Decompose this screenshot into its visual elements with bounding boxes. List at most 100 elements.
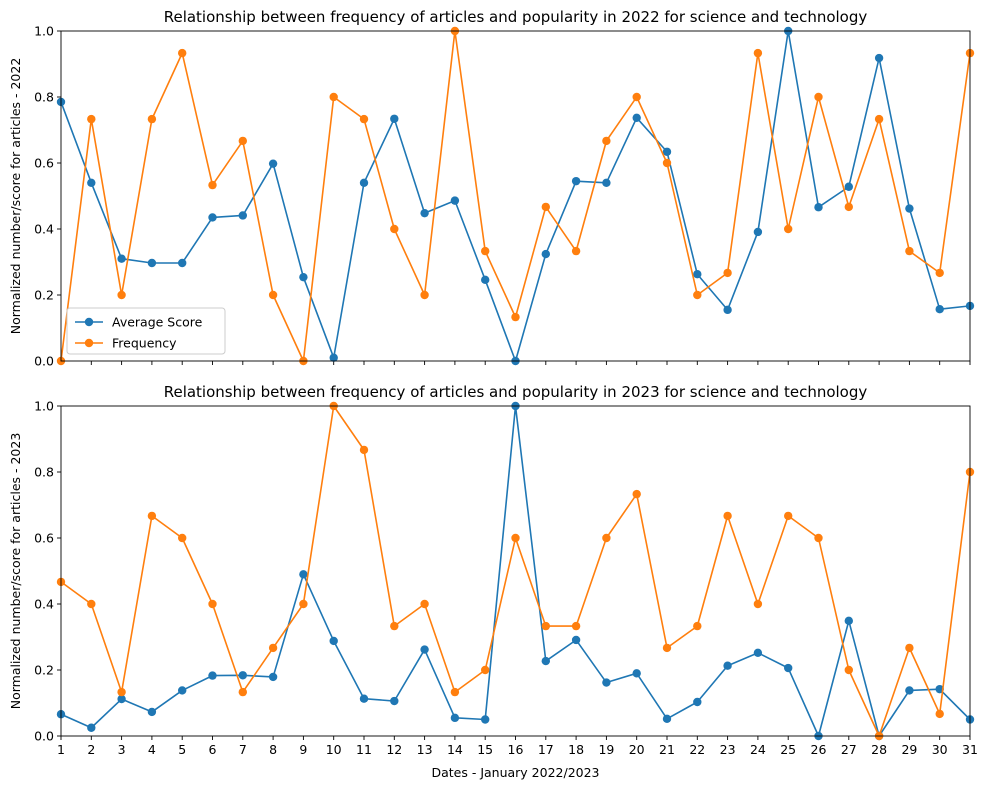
data-point (935, 709, 944, 719)
y-tick-label: 0.4 (34, 222, 54, 237)
data-point (481, 665, 490, 675)
data-point (935, 268, 944, 278)
data-point (238, 211, 247, 220)
x-tick-label: 28 (871, 742, 887, 757)
x-tick-label: 9 (299, 742, 307, 757)
data-point (753, 648, 763, 658)
data-point (693, 621, 702, 631)
data-point (541, 621, 550, 631)
data-point (268, 159, 278, 168)
data-point (147, 707, 157, 717)
x-tick-label: 7 (239, 742, 247, 757)
y-tick-label: 1.0 (34, 24, 54, 39)
x-tick-label: 1 (57, 742, 65, 757)
legend-marker (84, 338, 94, 348)
x-tick-label: 31 (962, 742, 978, 757)
data-point (905, 643, 914, 653)
y-axis-label: Normalized number/score for articles - 2… (8, 58, 23, 335)
data-point (632, 113, 641, 122)
y-axis-label: Normalized number/score for articles - 2… (8, 433, 23, 710)
data-point (662, 147, 672, 156)
data-point (359, 114, 369, 124)
data-point (844, 665, 853, 675)
x-tick-label: 27 (841, 742, 857, 757)
data-point (117, 290, 126, 300)
data-point (481, 246, 490, 256)
data-point (481, 275, 490, 285)
data-point (541, 656, 550, 666)
series-line (60, 405, 971, 737)
x-tick-label: 29 (901, 742, 917, 757)
data-point (753, 48, 763, 58)
data-point (935, 304, 944, 314)
x-tick-label: 23 (720, 742, 736, 757)
x-tick-label: 19 (598, 742, 614, 757)
data-point (238, 687, 247, 697)
data-point (208, 671, 217, 680)
x-tick-label: 13 (417, 742, 433, 757)
data-point (299, 599, 308, 609)
x-tick-label: 4 (148, 742, 156, 757)
data-point (571, 635, 581, 645)
data-point (178, 258, 187, 268)
data-point (420, 290, 429, 300)
data-point (723, 511, 732, 521)
x-tick-label: 11 (356, 742, 372, 757)
data-point (87, 599, 96, 609)
legend-marker (84, 317, 94, 327)
data-point (784, 511, 793, 521)
x-tick-label: 6 (209, 742, 217, 757)
data-point (602, 136, 611, 146)
data-point (571, 621, 581, 631)
data-point (511, 533, 520, 543)
data-point (178, 533, 187, 543)
data-point (147, 258, 157, 268)
data-point (450, 713, 460, 723)
data-point (723, 268, 732, 278)
data-point (87, 178, 96, 187)
data-point (693, 290, 702, 300)
x-tick-label: 25 (780, 742, 796, 757)
data-point (178, 686, 187, 695)
y-tick-label: 0.2 (34, 663, 54, 678)
data-point (632, 489, 641, 499)
data-point (632, 92, 641, 102)
data-point (753, 599, 763, 609)
data-point (541, 249, 550, 259)
y-tick-label: 0.4 (34, 597, 54, 612)
x-tick-label: 26 (811, 742, 827, 757)
data-point (117, 254, 126, 263)
data-point (208, 180, 217, 190)
axes-frame (60, 405, 971, 737)
data-point (784, 663, 793, 673)
x-tick-label: 8 (269, 742, 277, 757)
data-point (390, 224, 399, 234)
data-point (147, 511, 157, 521)
data-point (117, 687, 126, 697)
data-point (662, 158, 672, 168)
data-point (299, 272, 308, 282)
data-point (905, 686, 914, 695)
data-point (420, 645, 429, 654)
x-tick-label: 24 (750, 742, 766, 757)
data-point (541, 202, 550, 212)
data-point (390, 621, 399, 631)
y-tick-label: 0.0 (34, 729, 54, 744)
y-tick-label: 0.6 (34, 531, 54, 546)
data-point (571, 176, 581, 186)
x-tick-label: 17 (538, 742, 554, 757)
data-point (874, 114, 884, 124)
data-point (268, 643, 278, 653)
x-tick-label: 10 (326, 742, 342, 757)
data-point (511, 312, 520, 322)
data-point (814, 203, 823, 212)
chart-title: Relationship between frequency of articl… (164, 8, 868, 26)
data-point (723, 661, 732, 670)
data-point (238, 671, 247, 680)
x-tick-label: 18 (568, 742, 584, 757)
data-point (420, 208, 429, 218)
chart-1: Relationship between frequency of articl… (8, 8, 975, 369)
data-point (87, 723, 96, 732)
data-point (905, 204, 914, 213)
